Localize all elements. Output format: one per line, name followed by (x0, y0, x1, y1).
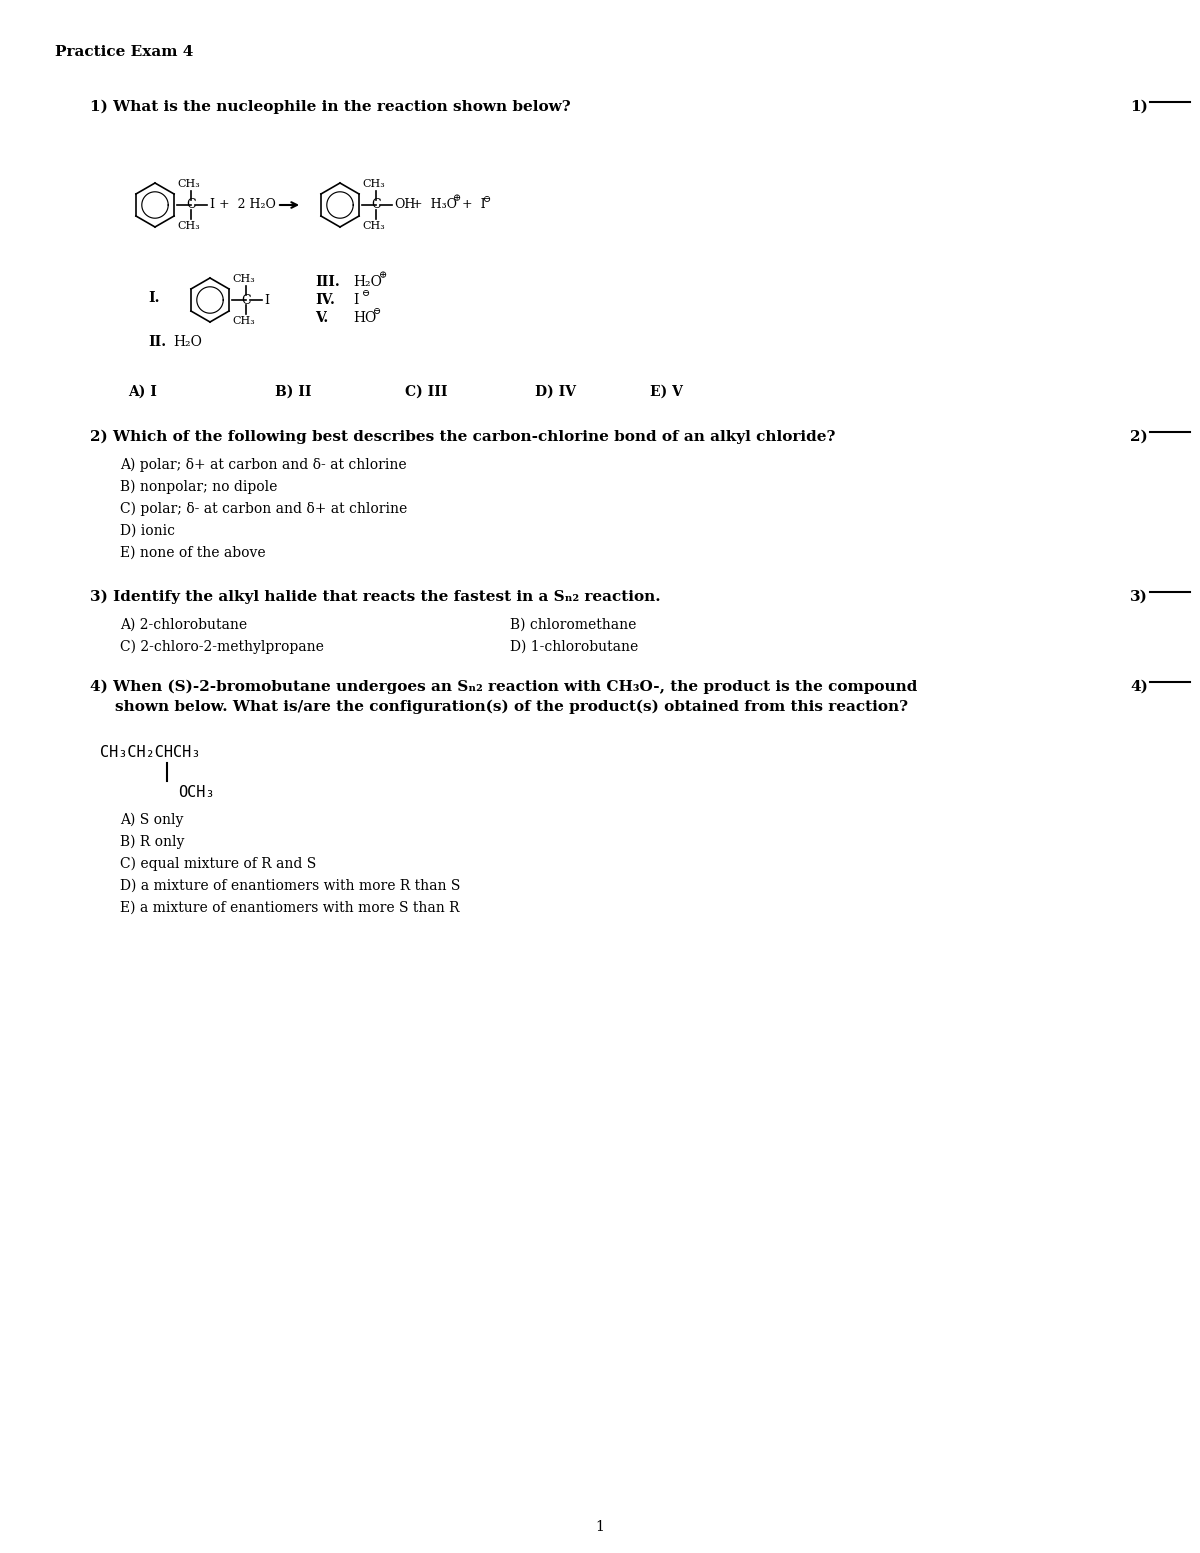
Text: C: C (371, 199, 380, 211)
Text: B) II: B) II (275, 385, 312, 399)
Text: 2): 2) (1130, 430, 1147, 444)
Text: 1) What is the nucleophile in the reaction shown below?: 1) What is the nucleophile in the reacti… (90, 99, 571, 115)
Text: D) 1-chlorobutane: D) 1-chlorobutane (510, 640, 638, 654)
Text: C: C (186, 199, 196, 211)
Text: A) S only: A) S only (120, 814, 184, 828)
Text: E) V: E) V (650, 385, 683, 399)
Text: ⊖: ⊖ (373, 307, 382, 317)
Text: +  2 H₂O: + 2 H₂O (220, 199, 276, 211)
Text: C) equal mixture of R and S: C) equal mixture of R and S (120, 857, 317, 871)
Text: I: I (353, 294, 359, 307)
Text: D) ionic: D) ionic (120, 523, 175, 537)
Text: ⊕: ⊕ (454, 194, 461, 203)
Text: CH₃: CH₃ (178, 221, 200, 231)
Text: ⊕: ⊕ (379, 272, 388, 281)
Text: V.: V. (314, 311, 329, 325)
Text: A) polar; δ+ at carbon and δ- at chlorine: A) polar; δ+ at carbon and δ- at chlorin… (120, 458, 407, 472)
Text: I: I (209, 199, 214, 211)
Text: C: C (241, 294, 251, 306)
Text: 1: 1 (595, 1520, 605, 1534)
Text: 3): 3) (1130, 590, 1148, 604)
Text: E) a mixture of enantiomers with more S than R: E) a mixture of enantiomers with more S … (120, 901, 460, 915)
Text: ⊖: ⊖ (482, 194, 491, 203)
Text: 1): 1) (1130, 99, 1148, 113)
Text: E) none of the above: E) none of the above (120, 547, 265, 561)
Text: HO: HO (353, 311, 377, 325)
Text: C) III: C) III (406, 385, 448, 399)
Text: CH₃: CH₃ (233, 315, 256, 326)
Text: 4): 4) (1130, 680, 1148, 694)
Text: D) IV: D) IV (535, 385, 576, 399)
Text: CH₃: CH₃ (178, 179, 200, 189)
Text: D) a mixture of enantiomers with more R than S: D) a mixture of enantiomers with more R … (120, 879, 461, 893)
Text: B) chloromethane: B) chloromethane (510, 618, 636, 632)
Text: ⊖: ⊖ (362, 289, 370, 298)
Text: A) 2-chlorobutane: A) 2-chlorobutane (120, 618, 247, 632)
Text: I: I (264, 294, 269, 306)
Text: B) nonpolar; no dipole: B) nonpolar; no dipole (120, 480, 277, 494)
Text: Practice Exam 4: Practice Exam 4 (55, 45, 193, 59)
Text: C) polar; δ- at carbon and δ+ at chlorine: C) polar; δ- at carbon and δ+ at chlorin… (120, 502, 407, 517)
Text: III.: III. (314, 275, 340, 289)
Text: A) I: A) I (128, 385, 157, 399)
Text: CH₃CH₂CHCH₃: CH₃CH₂CHCH₃ (100, 745, 200, 759)
Text: IV.: IV. (314, 294, 335, 307)
Text: +  I: + I (462, 199, 486, 211)
Text: CH₃: CH₃ (362, 221, 385, 231)
Text: I.: I. (148, 290, 160, 304)
Text: +  H₃O: + H₃O (412, 199, 457, 211)
Text: C) 2-chloro-2-methylpropane: C) 2-chloro-2-methylpropane (120, 640, 324, 654)
Text: 3) Identify the alkyl halide that reacts the fastest in a Sₙ₂ reaction.: 3) Identify the alkyl halide that reacts… (90, 590, 661, 604)
Text: B) R only: B) R only (120, 836, 185, 849)
Text: CH₃: CH₃ (233, 273, 256, 284)
Text: 2) Which of the following best describes the carbon-chlorine bond of an alkyl ch: 2) Which of the following best describes… (90, 430, 835, 444)
Text: CH₃: CH₃ (362, 179, 385, 189)
Text: H₂O: H₂O (353, 275, 382, 289)
Text: shown below. What is/are the configuration(s) of the product(s) obtained from th: shown below. What is/are the configurati… (115, 700, 908, 714)
Text: OCH₃: OCH₃ (178, 784, 215, 800)
Text: II.: II. (148, 335, 166, 349)
Text: 4) When (S)-2-bromobutane undergoes an Sₙ₂ reaction with CH₃O-, the product is t: 4) When (S)-2-bromobutane undergoes an S… (90, 680, 917, 694)
Text: OH: OH (394, 199, 415, 211)
Text: H₂O: H₂O (173, 335, 202, 349)
